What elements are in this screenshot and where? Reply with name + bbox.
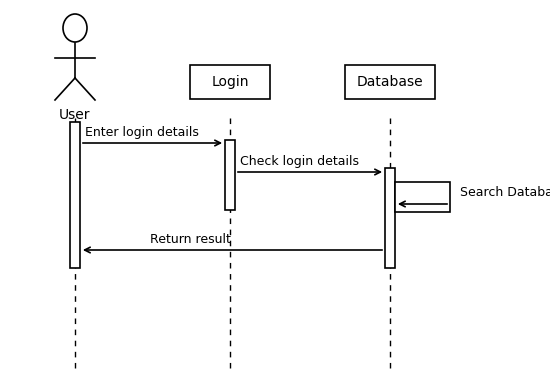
Text: Enter login details: Enter login details [85,126,199,139]
Bar [225,140,235,210]
Text: Login: Login [211,75,249,89]
Text: Database: Database [357,75,424,89]
Text: Check login details: Check login details [240,155,359,168]
Bar [190,65,270,99]
Text: Search Database: Search Database [460,186,550,200]
Bar [385,168,395,268]
Text: User: User [59,108,91,122]
Bar [70,122,80,268]
Bar [345,65,435,99]
Text: Return result: Return result [150,233,230,246]
Bar [395,182,450,212]
